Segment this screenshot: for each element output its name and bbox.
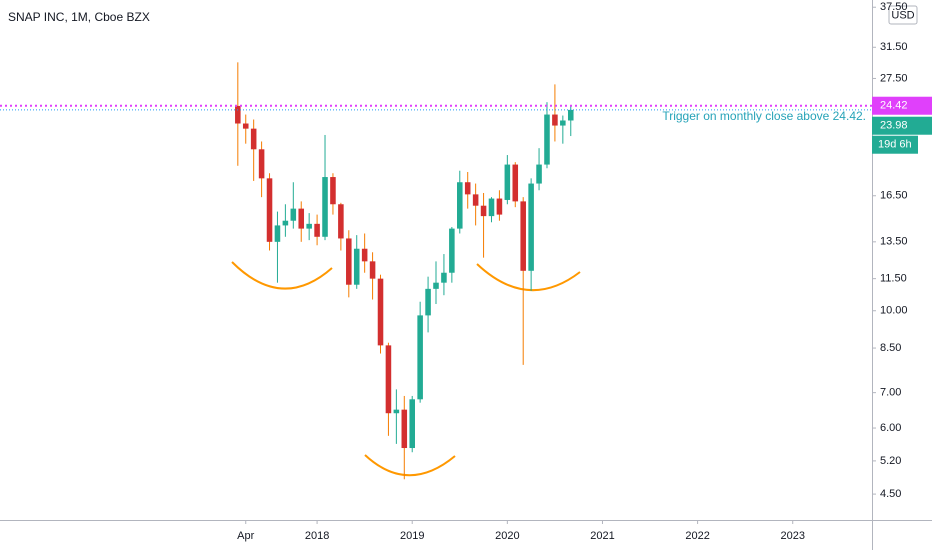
candle-body <box>560 120 566 126</box>
y-tick-label: 6.00 <box>880 422 901 434</box>
candle-body <box>346 238 352 285</box>
candle-body <box>409 399 415 449</box>
trigger-label: 24.42 <box>880 100 908 112</box>
y-tick-label: 16.50 <box>880 190 908 202</box>
candle-body <box>314 223 320 237</box>
candle-body <box>433 282 439 289</box>
candle-body <box>298 208 305 229</box>
candle-body <box>425 288 431 316</box>
countdown-box <box>872 135 918 154</box>
candle-body <box>401 409 408 449</box>
x-tick-label: 2022 <box>685 530 709 542</box>
candle-body <box>274 225 281 242</box>
candle-body <box>377 278 384 346</box>
candle-body <box>369 261 376 279</box>
x-tick-label: 2023 <box>780 530 804 542</box>
candle-body <box>441 272 447 283</box>
y-tick-label: 27.50 <box>880 72 908 84</box>
candle-body <box>544 114 550 165</box>
y-tick-label: 7.00 <box>880 387 901 399</box>
candle-body <box>322 177 328 237</box>
y-tick-label: 8.50 <box>880 342 901 354</box>
candle-body <box>258 149 265 179</box>
trigger-label-box <box>872 96 932 115</box>
candle-body <box>353 248 360 285</box>
x-tick-label: 2019 <box>400 530 424 542</box>
candle-body <box>330 177 336 205</box>
candle-body <box>250 128 257 150</box>
candle-body <box>282 220 289 226</box>
currency-label[interactable]: USD <box>891 9 914 21</box>
x-tick-label: 2020 <box>495 530 519 542</box>
pattern-arc <box>364 454 456 477</box>
candle-body <box>361 248 368 262</box>
last-price-box <box>872 116 932 135</box>
candle-body <box>338 204 344 239</box>
chart-title: SNAP INC, 1M, Cboe BZX <box>8 10 150 24</box>
y-tick-label: 5.20 <box>880 455 901 467</box>
x-tick-label: Apr <box>237 530 254 542</box>
candle-body <box>242 123 249 129</box>
y-tick-label: 10.00 <box>880 305 908 317</box>
candle-body <box>504 164 511 200</box>
candle-body <box>290 208 297 221</box>
candle-body <box>266 178 273 242</box>
candle-body <box>385 345 392 414</box>
candle-body <box>235 105 241 124</box>
pattern-arc <box>476 263 581 292</box>
candle-body <box>520 201 526 271</box>
y-tick-label: 37.50 <box>880 1 908 13</box>
candle-body <box>472 194 479 206</box>
x-tick-label: 2021 <box>590 530 614 542</box>
candle-body <box>488 198 495 217</box>
y-tick-label: 4.50 <box>880 488 901 500</box>
annotation: Trigger on monthly close above 24.42. <box>662 109 866 123</box>
candle-body <box>306 223 312 229</box>
last-price-label: 23.98 <box>880 120 908 132</box>
candle-body <box>552 114 558 126</box>
countdown-label: 19d 6h <box>878 139 912 151</box>
y-tick-label: 13.50 <box>880 236 908 248</box>
candle-body <box>512 164 519 202</box>
candle-body <box>393 409 400 414</box>
candle-body <box>449 228 455 273</box>
candle-body <box>567 109 574 121</box>
pattern-arc <box>231 261 333 290</box>
y-tick-label: 11.50 <box>880 273 907 285</box>
candle-body <box>480 205 487 217</box>
candles <box>235 62 574 480</box>
candle-body <box>536 164 542 184</box>
y-tick-label: 31.50 <box>880 41 908 53</box>
candle-body <box>417 315 423 400</box>
x-tick-label: 2018 <box>305 530 329 542</box>
candle-body <box>457 182 463 229</box>
candle-body <box>464 182 471 195</box>
currency-box[interactable] <box>888 5 918 25</box>
candle-body <box>496 198 503 215</box>
candle-body <box>528 183 534 271</box>
